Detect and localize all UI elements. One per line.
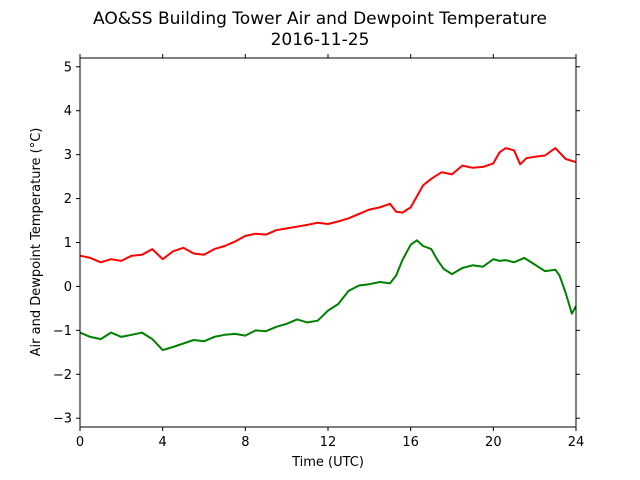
y-tick-label: 5 [64,60,72,75]
chart-title: AO&SS Building Tower Air and Dewpoint Te… [93,9,547,29]
plot-area [79,57,577,428]
x-tick-label: 4 [159,435,167,450]
x-axis-ticks: 0 4 8 12 16 20 24 [76,54,584,450]
series-layer [79,147,577,352]
x-tick-label: 0 [76,435,84,450]
y-tick-label: 3 [64,148,72,163]
x-axis-label: Time (UTC) [291,455,364,470]
plot-background [80,58,576,427]
y-tick-label: −3 [53,412,72,427]
y-tick-label: 0 [64,280,72,295]
x-tick-label: 16 [402,435,419,450]
y-tick-label: 1 [64,236,72,251]
y-axis-ticks: −3 −2 −1 0 1 2 3 4 5 [53,60,580,427]
x-tick-label: 20 [485,435,502,450]
y-tick-label: 4 [64,104,72,119]
series-line-0 [79,147,577,264]
x-tick-label: 24 [568,435,585,450]
x-tick-label: 12 [320,435,337,450]
y-tick-label: −1 [53,324,72,339]
chart-subtitle: 2016-11-25 [271,30,370,50]
y-axis-label: Air and Dewpoint Temperature (°C) [29,128,44,357]
x-tick-label: 8 [241,435,249,450]
series-line-1 [79,239,577,352]
y-tick-label: −2 [53,368,72,383]
y-tick-label: 2 [64,192,72,207]
